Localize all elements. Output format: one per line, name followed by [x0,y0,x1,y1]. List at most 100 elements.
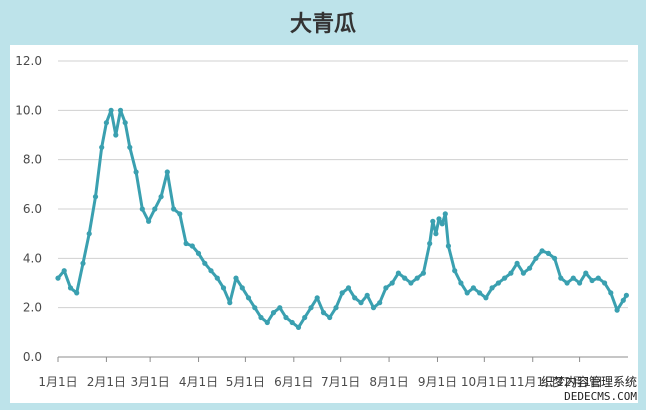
data-point [520,270,527,276]
data-point [427,240,433,247]
data-point [177,211,183,217]
data-point [370,305,377,311]
data-point [383,285,389,291]
data-point [614,307,620,313]
series-markers [55,107,630,330]
data-point [86,231,92,237]
data-point [395,270,401,276]
data-point [527,265,533,271]
x-axis-ticks: 1月1日 2月1日 3月1日 4月1日 5月1日 6月1日 7月1日 8月1日 9月1日 10月1… [38,357,603,389]
x-tick-label: 5月1日 [226,375,265,389]
data-point [477,290,483,296]
y-tick-label: 6.0 [23,202,42,216]
data-point [364,292,370,298]
data-point [327,314,333,321]
data-point [171,206,177,212]
x-tick-label: 8月1日 [369,375,408,389]
data-point [74,290,80,296]
data-point [570,275,576,281]
data-point [289,319,295,326]
data-point [430,218,436,224]
data-point [67,285,74,291]
data-point [164,169,170,175]
y-tick-label: 2.0 [23,301,42,315]
data-point [377,300,383,306]
watermark-text: 织梦内容管理系统 [541,374,637,389]
data-point [564,280,570,286]
data-point [623,292,630,298]
x-tick-label: 11月1日 [509,375,556,389]
x-tick-label: 3月1日 [130,375,169,389]
data-point [445,243,451,249]
data-point [103,120,109,126]
data-point [602,280,608,286]
data-point [314,295,320,301]
data-point [439,221,445,227]
data-point [302,314,308,321]
data-point [99,144,105,150]
data-point [258,314,264,321]
data-point [189,243,195,249]
data-point [133,169,139,175]
data-point [122,120,128,126]
data-point [277,305,283,311]
data-point [345,285,352,291]
data-point [113,132,119,138]
data-point [389,280,395,286]
data-point [80,260,86,266]
data-point [545,250,552,256]
x-tick-label: 7月1日 [321,375,360,389]
data-point [208,268,214,274]
data-point [195,250,202,256]
data-point [358,300,364,306]
y-tick-label: 12.0 [15,54,42,68]
gridlines [58,60,628,309]
data-point [308,305,314,311]
data-point [339,290,345,296]
data-point [152,206,158,212]
data-point [489,285,495,291]
data-point [214,275,220,281]
data-point [620,297,626,303]
data-point [408,280,414,286]
data-point [552,255,558,261]
data-point [502,275,508,281]
y-axis-ticks: 0.0 2.0 4.0 6.0 8.0 10.0 12.0 [15,54,42,364]
data-point [117,107,124,113]
data-point [595,275,601,281]
data-point [470,285,476,291]
data-point [558,275,564,281]
y-tick-label: 4.0 [23,251,42,265]
data-point [245,295,252,301]
x-tick-label: 9月1日 [418,375,457,389]
data-point [402,275,408,281]
data-point [127,144,133,150]
data-point [295,324,302,330]
data-point [264,319,270,326]
data-point [414,275,420,281]
data-point [452,268,458,274]
data-point [61,268,67,274]
y-tick-label: 8.0 [23,153,42,167]
data-point [233,275,239,281]
watermark-url: DEDECMS.COM [564,390,637,403]
data-point [252,305,258,311]
data-point [352,295,358,301]
x-tick-label: 12月1日 [556,375,603,389]
data-point [539,248,545,254]
data-point [239,285,245,291]
data-point [495,280,501,286]
data-point [92,194,99,200]
data-point [55,275,61,281]
data-point [483,295,489,301]
data-point [433,231,439,237]
data-point [420,270,426,276]
data-point [283,314,289,321]
data-point [577,280,583,286]
plot-area [10,45,638,403]
data-point [139,206,145,212]
data-point [608,290,614,296]
data-point [202,260,208,266]
data-point [333,305,339,311]
